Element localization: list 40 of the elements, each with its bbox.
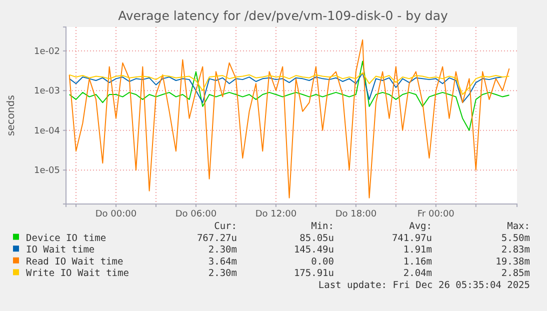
chart-title: Average latency for /dev/pve/vm-109-disk-0 - by day [118,8,449,23]
text: 5.50m [501,232,530,244]
y-tick-label: 1e-04 [34,126,60,136]
legend-label: Write IO Wait time [26,268,130,280]
text: 2.85m [501,268,530,280]
line-series [68,39,510,198]
x-tick-label: Do 12:00 [255,209,297,220]
legend-label: IO Wait time [26,244,95,256]
text: 19.38m [496,256,530,268]
line-series [68,60,510,131]
text: 2.30m [208,244,238,256]
y-tick-label: 1e-03 [34,86,60,97]
text: Min: [311,221,334,232]
x-tick-label: Fr 00:00 [417,209,455,220]
text: 1.91m [403,244,432,256]
text: Cur: [214,221,237,232]
x-tick-label: Do 06:00 [175,209,217,220]
text: 0.00 [311,256,334,268]
text: 85.05u [300,232,334,244]
x-tick-label: Do 18:00 [335,209,377,220]
text: 2.30m [208,268,238,280]
legend-label: Device IO time [26,232,106,244]
y-tick-label: 1e-05 [34,166,60,176]
text: 2.83m [501,244,530,256]
y-tick-label: 1e-02 [34,46,60,57]
line-series [68,72,510,95]
text: 3.64m [208,256,238,268]
text: 767.27u [196,232,237,244]
legend-label: Read IO Wait time [26,256,124,268]
text: 741.97u [392,232,432,244]
text: 145.49u [294,244,334,256]
text: 1.16m [403,256,432,268]
x-tick-label: Do 00:00 [95,209,137,220]
text: Max: [507,221,530,232]
text: Avg: [409,221,432,232]
text: Last update: Fri Dec 26 05:35:04 2025 [318,280,530,291]
text: 175.91u [294,268,334,280]
y-axis-title: seconds [6,95,17,136]
text: 2.04m [403,268,432,280]
line-series [68,72,504,104]
